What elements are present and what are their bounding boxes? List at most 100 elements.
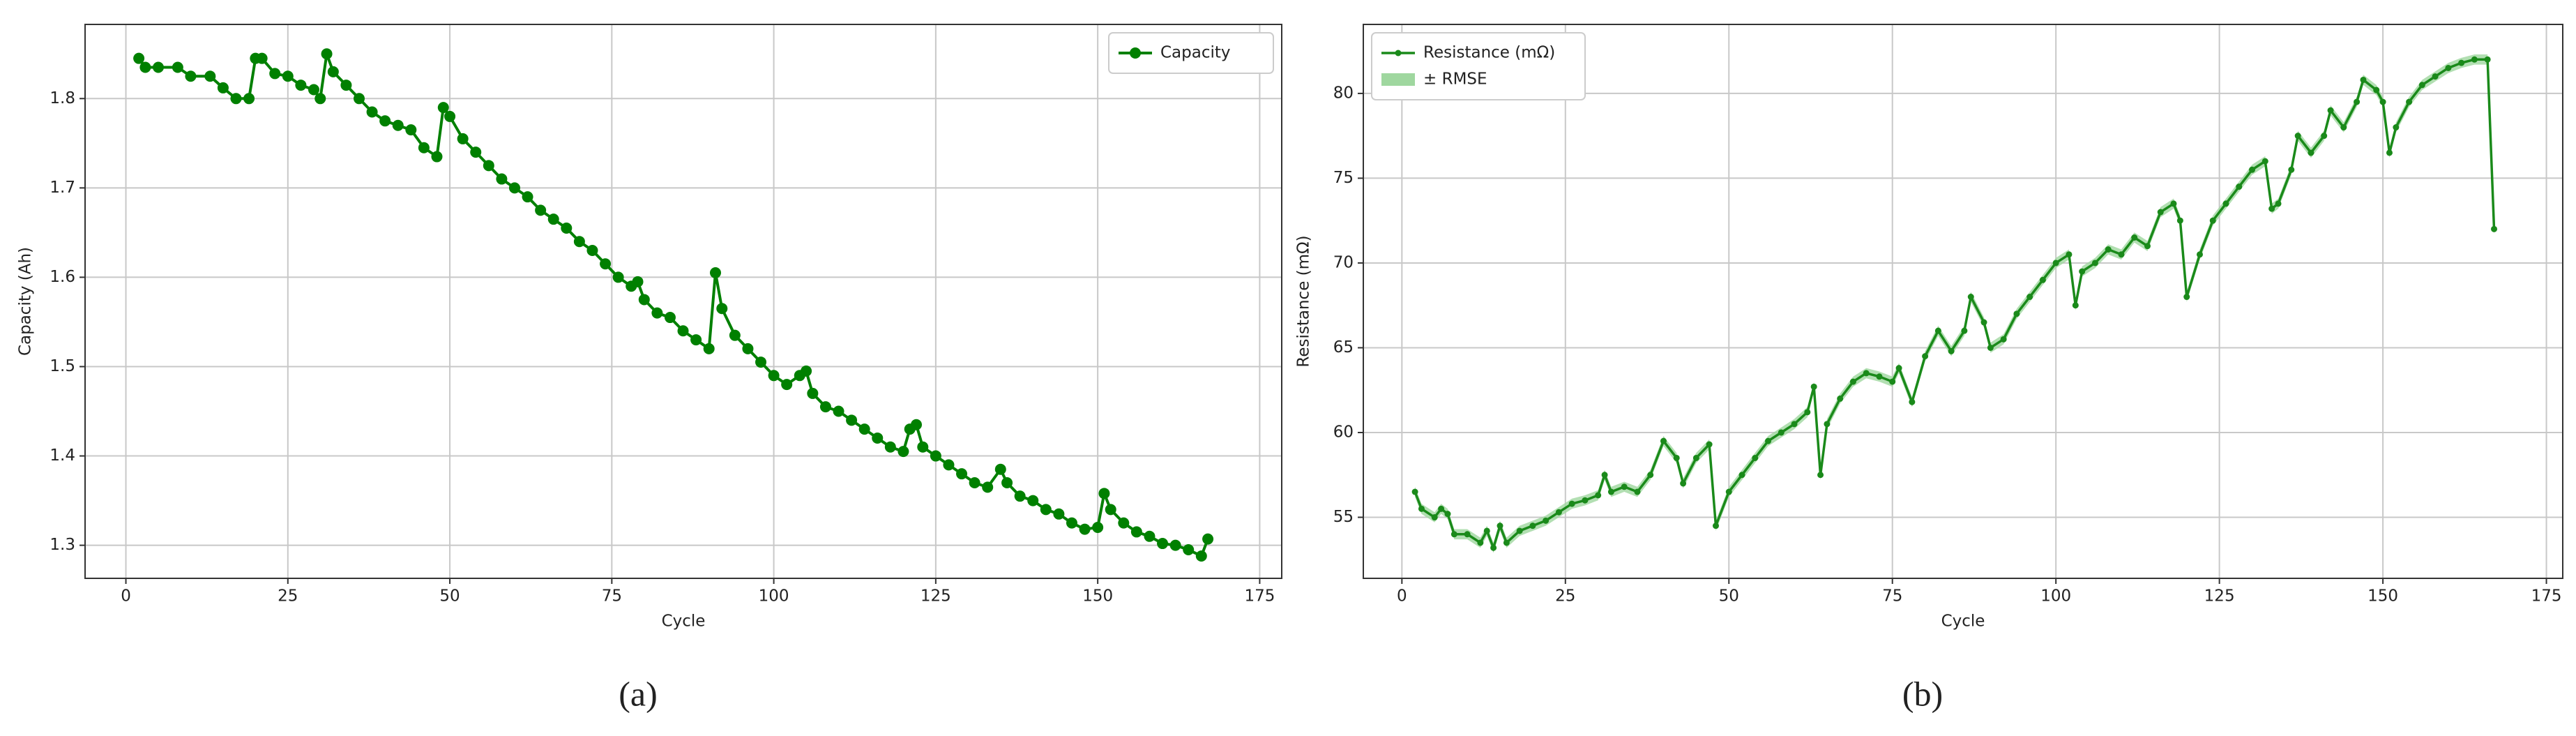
data-point: [917, 441, 929, 453]
data-point: [496, 173, 508, 185]
data-point: [470, 147, 482, 158]
data-point: [2373, 87, 2380, 93]
data-point: [1503, 539, 1510, 546]
data-point: [139, 61, 151, 73]
data-point: [1895, 365, 1902, 372]
data-point: [2105, 246, 2112, 253]
data-point: [2268, 205, 2275, 212]
data-point: [2491, 225, 2498, 232]
data-point: [204, 70, 216, 82]
data-point: [1555, 509, 1562, 516]
data-point: [2432, 73, 2439, 80]
y-tick-label: 60: [1333, 423, 1354, 441]
data-point: [1450, 531, 1457, 538]
data-point: [185, 70, 197, 82]
data-point: [1202, 533, 1214, 545]
data-point: [2327, 107, 2334, 114]
data-point: [600, 258, 612, 270]
data-point: [1673, 454, 1680, 461]
data-point: [1765, 437, 1772, 444]
legend-band: [1381, 73, 1415, 86]
x-tick-label: 50: [1719, 587, 1739, 606]
data-point: [716, 303, 728, 315]
data-point: [1130, 526, 1142, 538]
data-point: [930, 450, 941, 462]
data-point: [2072, 302, 2079, 309]
data-point: [2170, 200, 2177, 207]
data-point: [1053, 508, 1065, 520]
legend-box: [1371, 32, 1586, 100]
data-point: [547, 213, 559, 225]
data-point: [2039, 276, 2046, 283]
data-point: [1001, 476, 1013, 488]
data-point: [217, 82, 229, 93]
y-tick-label: 55: [1333, 508, 1354, 526]
data-point: [2026, 294, 2033, 301]
data-point: [1621, 483, 1628, 490]
data-point: [846, 414, 858, 426]
data-point: [884, 441, 896, 453]
y-tick-label: 1.5: [50, 357, 75, 375]
y-tick-label: 75: [1333, 169, 1354, 187]
legend-marker: [1395, 50, 1402, 57]
x-tick-label: 175: [2531, 587, 2562, 606]
data-point: [911, 419, 923, 430]
data-point: [801, 365, 812, 377]
data-point: [1863, 370, 1870, 377]
data-point: [1595, 492, 1602, 499]
data-point: [152, 61, 164, 73]
y-tick-label: 70: [1333, 253, 1354, 271]
data-point: [586, 245, 598, 257]
data-point: [1169, 539, 1181, 551]
data-point: [677, 325, 689, 337]
data-point: [2294, 133, 2301, 140]
data-point: [282, 70, 294, 82]
data-point: [379, 115, 391, 127]
data-point: [1837, 395, 1844, 402]
data-point: [1464, 531, 1471, 538]
data-point: [405, 124, 417, 136]
data-point: [1810, 383, 1817, 390]
x-tick-label: 125: [920, 587, 951, 606]
x-tick-label: 75: [602, 587, 622, 606]
data-point: [1607, 488, 1614, 495]
data-point: [709, 267, 721, 279]
x-tick-label: 0: [121, 587, 131, 606]
data-point: [982, 481, 994, 493]
y-tick-label: 80: [1333, 84, 1354, 102]
data-point: [755, 356, 767, 368]
data-point: [1079, 523, 1091, 535]
data-point: [366, 106, 378, 118]
data-point: [431, 151, 443, 163]
y-tick-label: 1.6: [50, 268, 75, 286]
data-point: [1876, 373, 1883, 380]
data-point: [418, 142, 430, 153]
data-point: [1738, 472, 1745, 479]
x-tick-label: 150: [2367, 587, 2398, 606]
data-point: [1438, 505, 1445, 512]
data-point: [2393, 124, 2400, 131]
data-point: [2052, 260, 2059, 266]
data-point: [872, 432, 884, 444]
y-tick-label: 1.4: [50, 446, 75, 465]
data-point: [1411, 488, 1418, 495]
data-point: [1477, 539, 1484, 546]
data-point: [632, 276, 644, 287]
data-point: [2157, 209, 2164, 216]
data-point: [315, 93, 326, 105]
data-point: [2209, 217, 2216, 224]
data-point: [742, 343, 754, 354]
data-point: [1961, 327, 1968, 334]
data-point: [522, 191, 533, 203]
data-point: [1066, 517, 1077, 529]
data-point: [897, 446, 909, 458]
data-point: [994, 463, 1006, 475]
data-point: [243, 93, 255, 105]
data-point: [2445, 64, 2452, 71]
legend-label: Capacity: [1160, 44, 1231, 62]
data-point: [2484, 56, 2491, 63]
data-point: [2176, 217, 2183, 224]
data-point: [2288, 166, 2295, 173]
data-point: [1706, 441, 1713, 448]
legend-box: [1108, 32, 1274, 74]
